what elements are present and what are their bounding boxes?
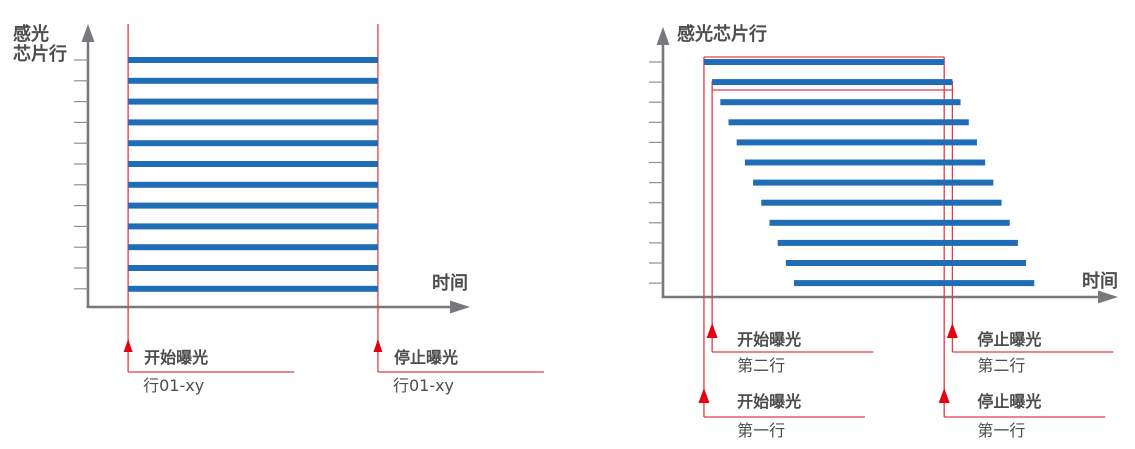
exposure-stop-sublabel: 行01-xy xyxy=(393,376,454,395)
row-2-stop-label: 停止曝光 xyxy=(977,330,1041,349)
y-axis-title: 芯片行 xyxy=(13,43,67,65)
row-1-stop-sublabel: 第一行 xyxy=(977,421,1025,440)
row-1-start-sublabel: 第一行 xyxy=(737,421,785,440)
exposure-start-label: 开始曝光 xyxy=(144,348,208,367)
y-axis-title: 感光芯片行 xyxy=(677,23,767,45)
exposure-bar-row-11 xyxy=(128,265,378,271)
exposure-bar-row-10 xyxy=(128,244,378,251)
exposure-bar-row-5 xyxy=(736,139,977,146)
exposure-bar-row-11 xyxy=(785,260,1027,266)
exposure-bar-row-4 xyxy=(728,119,969,126)
up-arrow-icon xyxy=(373,339,383,352)
up-arrow-icon xyxy=(938,388,950,403)
exposure-bar-row-7 xyxy=(753,179,994,186)
row-2-start-label: 开始曝光 xyxy=(737,330,801,349)
exposure-bar-row-8 xyxy=(128,202,378,209)
exposure-bar-row-10 xyxy=(777,239,1018,246)
exposure-bar-row-1 xyxy=(128,57,378,63)
row-1-stop-label: 停止曝光 xyxy=(977,392,1041,411)
up-arrow-icon xyxy=(698,388,710,403)
row-2-start-sublabel: 第二行 xyxy=(737,356,785,375)
up-arrow-icon xyxy=(946,323,958,338)
exposure-bar-row-1 xyxy=(703,59,945,65)
exposure-bar-row-12 xyxy=(128,285,378,292)
exposure-bar-row-3 xyxy=(720,99,961,106)
exposure-bar-row-3 xyxy=(128,98,378,105)
exposure-bar-row-9 xyxy=(128,223,378,230)
exposure-bar-row-2 xyxy=(712,79,953,86)
up-arrow-icon xyxy=(123,339,133,352)
exposure-bar-row-9 xyxy=(769,219,1010,226)
exposure-stop-label: 停止曝光 xyxy=(394,348,458,367)
exposure-bar-row-6 xyxy=(744,159,986,166)
exposure-bar-row-2 xyxy=(128,77,378,84)
exposure-bar-row-7 xyxy=(128,181,378,188)
exposure-bar-row-4 xyxy=(128,119,378,126)
exposure-bar-row-6 xyxy=(128,161,378,167)
x-axis-title: 时间 xyxy=(1082,271,1118,292)
exposure-bar-row-8 xyxy=(761,199,1002,206)
exposure-bar-row-12 xyxy=(794,280,1035,287)
x-axis-title: 时间 xyxy=(432,273,468,294)
x-axis-arrow-icon xyxy=(1098,290,1118,304)
y-axis-arrow-icon xyxy=(656,27,670,45)
row-2-stop-sublabel: 第二行 xyxy=(977,356,1025,375)
x-axis-arrow-icon xyxy=(450,300,470,314)
y-axis-title: 感光 xyxy=(13,23,49,45)
row-1-start-label: 开始曝光 xyxy=(737,392,801,411)
up-arrow-icon xyxy=(706,323,718,338)
exposure-start-sublabel: 行01-xy xyxy=(143,376,204,395)
y-axis-arrow-icon xyxy=(81,24,95,42)
exposure-bar-row-5 xyxy=(128,140,378,147)
